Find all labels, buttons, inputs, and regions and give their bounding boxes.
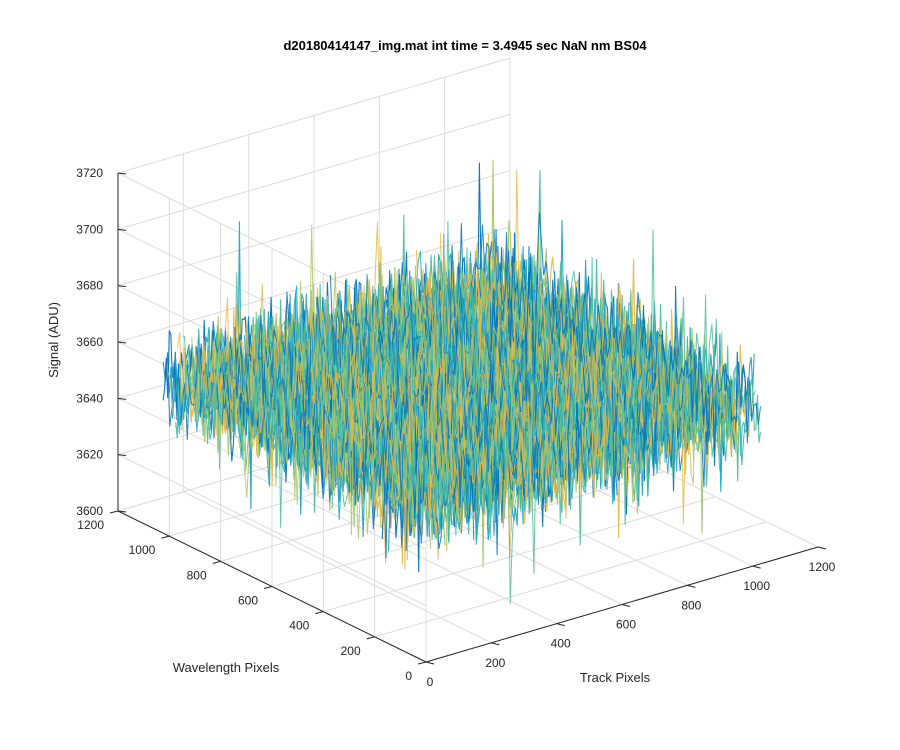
z-tick bbox=[117, 228, 127, 231]
y-tick bbox=[212, 560, 221, 564]
x-tick bbox=[687, 584, 696, 588]
z-tick bbox=[117, 510, 127, 513]
x-tick bbox=[425, 661, 435, 665]
y-tick bbox=[109, 510, 119, 514]
y-tick bbox=[366, 636, 375, 640]
axes-frame bbox=[109, 172, 827, 665]
surface-column-trace bbox=[463, 169, 728, 525]
grid-line bbox=[117, 170, 511, 287]
x-tick bbox=[621, 604, 631, 607]
y-tick bbox=[417, 661, 427, 665]
x-tick bbox=[817, 546, 827, 550]
z-tick-label: 3660 bbox=[76, 335, 103, 349]
z-tick-label: 3700 bbox=[76, 222, 103, 236]
y-tick-label: 600 bbox=[238, 594, 258, 608]
z-tick bbox=[117, 285, 127, 288]
y-tick-label: 1200 bbox=[77, 518, 104, 532]
grid-line bbox=[117, 113, 511, 230]
surface-column-trace bbox=[492, 255, 757, 436]
y-tick bbox=[161, 535, 170, 539]
x-tick-label: 1200 bbox=[809, 560, 836, 574]
z-tick-label: 3620 bbox=[76, 448, 103, 462]
y-tick-label: 1000 bbox=[129, 543, 156, 557]
chart-title: d20180414147_img.mat int time = 3.4945 s… bbox=[283, 38, 647, 53]
surface-column-trace bbox=[172, 346, 437, 527]
x-tick-label: 600 bbox=[616, 618, 636, 632]
x-tick-label: 1000 bbox=[743, 579, 770, 593]
z-tick bbox=[117, 172, 127, 175]
x-tick-label: 0 bbox=[427, 675, 434, 689]
z-tick-label: 3640 bbox=[76, 391, 103, 405]
tick-labels: 0 200 400 600 800 1000 1200 0 200 400 600 800 1000 12… bbox=[76, 166, 835, 689]
z-axis-label: Signal (ADU) bbox=[46, 302, 61, 378]
grid-line bbox=[374, 521, 767, 638]
surface-column-trace bbox=[497, 212, 761, 450]
z-tick bbox=[117, 397, 127, 400]
surface-noise-data bbox=[162, 159, 762, 604]
z-tick-label: 3600 bbox=[76, 504, 103, 518]
x-axis-label: Track Pixels bbox=[580, 670, 651, 685]
grid-line bbox=[117, 57, 511, 174]
y-tick-label: 0 bbox=[405, 669, 412, 683]
x-tick-label: 400 bbox=[551, 637, 571, 651]
grid-line bbox=[117, 454, 427, 607]
x-tick-label: 800 bbox=[681, 598, 701, 612]
z-tick-label: 3680 bbox=[76, 279, 103, 293]
x-tick bbox=[556, 623, 565, 627]
y-tick-label: 800 bbox=[187, 568, 207, 582]
z-tick bbox=[117, 454, 127, 457]
y-tick-label: 400 bbox=[289, 619, 309, 633]
z-tick-label: 3720 bbox=[76, 166, 103, 180]
x-tick bbox=[491, 642, 500, 646]
y-axis-label: Wavelength Pixels bbox=[173, 660, 280, 675]
x-tick bbox=[752, 565, 761, 569]
grid-line bbox=[323, 496, 716, 613]
y-tick bbox=[315, 611, 324, 615]
surface-column-trace bbox=[382, 275, 647, 504]
x-tick-label: 200 bbox=[485, 656, 505, 670]
y-tick-label: 200 bbox=[341, 644, 361, 658]
z-tick bbox=[117, 341, 127, 344]
y-tick bbox=[263, 586, 273, 589]
